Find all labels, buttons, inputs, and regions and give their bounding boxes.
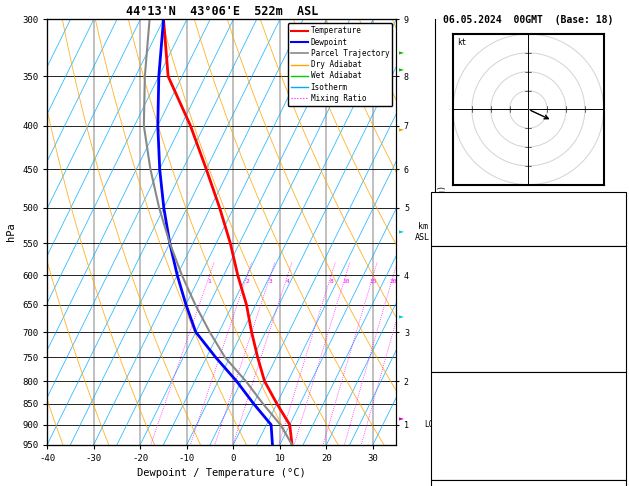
- Text: θᵉ(K): θᵉ(K): [434, 304, 461, 313]
- Text: Surface: Surface: [509, 250, 547, 260]
- Text: Pressure (mb): Pressure (mb): [434, 394, 504, 403]
- Text: ►: ►: [399, 49, 404, 58]
- Text: CIN (J): CIN (J): [434, 358, 472, 367]
- Text: 2: 2: [617, 322, 623, 331]
- Text: 4: 4: [286, 278, 289, 283]
- Text: Hodograph: Hodograph: [504, 484, 552, 486]
- Text: 1.72: 1.72: [601, 232, 623, 242]
- Text: Lifted Index: Lifted Index: [434, 430, 499, 439]
- Title: 44°13'N  43°06'E  522m  ASL: 44°13'N 43°06'E 522m ASL: [126, 5, 318, 18]
- Text: 310: 310: [606, 412, 623, 421]
- Text: 2: 2: [245, 278, 249, 283]
- Text: 3: 3: [269, 278, 272, 283]
- Text: ►: ►: [399, 125, 404, 135]
- Text: ►: ►: [399, 227, 404, 237]
- Text: Lifted Index: Lifted Index: [434, 322, 499, 331]
- Text: 1: 1: [617, 466, 623, 475]
- Text: Dewp (°C): Dewp (°C): [434, 286, 482, 295]
- Legend: Temperature, Dewpoint, Parcel Trajectory, Dry Adiabat, Wet Adiabat, Isotherm, Mi: Temperature, Dewpoint, Parcel Trajectory…: [288, 23, 392, 106]
- Text: Totals Totals: Totals Totals: [434, 214, 504, 224]
- Text: CAPE (J): CAPE (J): [434, 340, 477, 349]
- Text: 2: 2: [617, 430, 623, 439]
- Text: 15: 15: [369, 278, 377, 283]
- Text: ►: ►: [399, 66, 404, 75]
- Text: 48: 48: [612, 214, 623, 224]
- Text: Most Unstable: Most Unstable: [493, 376, 564, 385]
- Text: 0: 0: [617, 448, 623, 457]
- Text: 12.6: 12.6: [601, 268, 623, 278]
- Text: CIN (J): CIN (J): [434, 466, 472, 475]
- Text: 1: 1: [208, 278, 211, 283]
- Text: CAPE (J): CAPE (J): [434, 448, 477, 457]
- Text: LCL: LCL: [424, 420, 438, 429]
- Text: 10: 10: [342, 278, 350, 283]
- Text: kt: kt: [457, 38, 466, 47]
- Y-axis label: km
ASL: km ASL: [415, 223, 430, 242]
- Text: PW (cm): PW (cm): [434, 232, 472, 242]
- Text: θᵉ (K): θᵉ (K): [434, 412, 466, 421]
- X-axis label: Dewpoint / Temperature (°C): Dewpoint / Temperature (°C): [137, 469, 306, 478]
- Y-axis label: hPa: hPa: [6, 223, 16, 242]
- Text: 8: 8: [330, 278, 333, 283]
- Text: 8.4: 8.4: [606, 286, 623, 295]
- Text: 0: 0: [617, 340, 623, 349]
- Text: 310: 310: [606, 304, 623, 313]
- Y-axis label: Mixing Ratio (g/kg): Mixing Ratio (g/kg): [438, 185, 447, 279]
- Text: 20: 20: [389, 278, 397, 283]
- Text: Temp (°C): Temp (°C): [434, 268, 482, 278]
- Text: 1: 1: [617, 358, 623, 367]
- Text: ►: ►: [399, 312, 404, 322]
- Text: © weatheronline.co.uk: © weatheronline.co.uk: [480, 472, 577, 481]
- Text: ►: ►: [399, 415, 404, 424]
- Text: K: K: [434, 196, 440, 206]
- Text: 06.05.2024  00GMT  (Base: 18): 06.05.2024 00GMT (Base: 18): [443, 15, 613, 25]
- Text: 25: 25: [612, 196, 623, 206]
- Text: 954: 954: [606, 394, 623, 403]
